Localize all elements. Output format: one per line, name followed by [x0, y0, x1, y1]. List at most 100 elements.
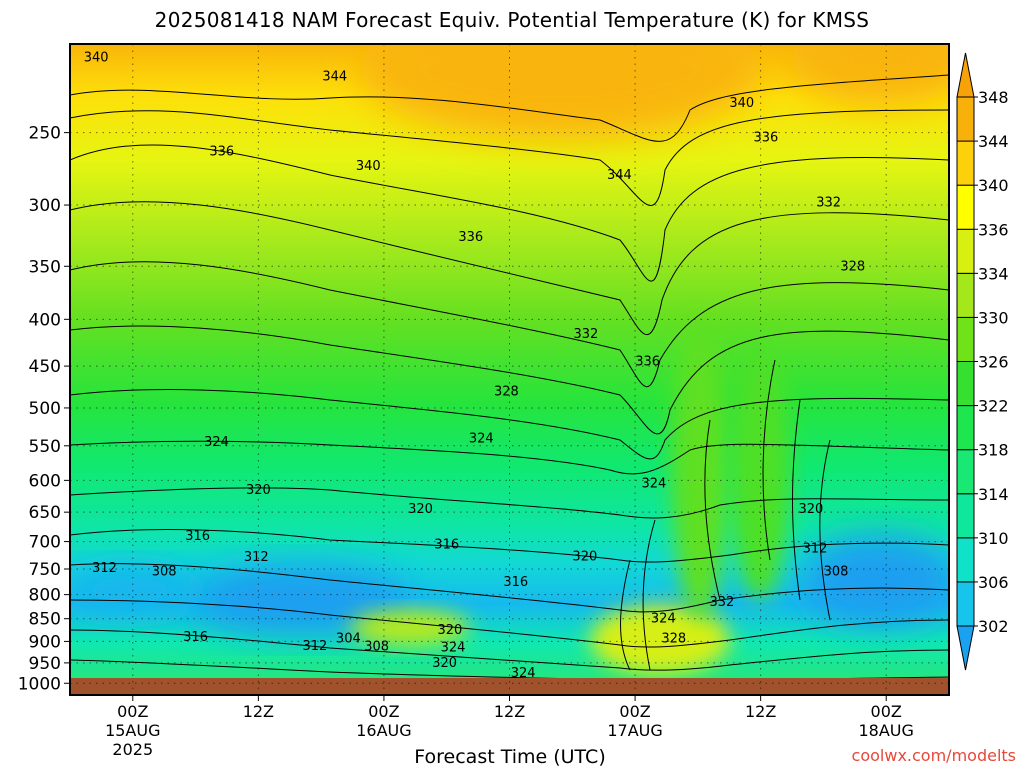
x-tick-date-label: 15AUG — [105, 721, 160, 740]
x-tick-label: 12Z — [745, 702, 776, 721]
contour-label: 320 — [408, 502, 433, 517]
x-tick-year-label: 2025 — [112, 740, 153, 759]
chart-title: 2025081418 NAM Forecast Equiv. Potential… — [154, 8, 870, 32]
contour-label: 316 — [434, 537, 459, 552]
y-tick-label: 450 — [29, 357, 61, 377]
y-tick-label: 750 — [29, 560, 61, 580]
colorbar-label: 326 — [978, 353, 1009, 372]
colorbar-segment — [956, 316, 975, 362]
contour-lines — [70, 74, 949, 681]
colorbar-segment — [956, 184, 975, 230]
colorbar-segment — [956, 449, 975, 495]
contour-label: 308 — [152, 565, 177, 580]
colorbar-segment — [956, 228, 975, 274]
colorbar-label: 334 — [978, 264, 1009, 283]
y-tick-label: 400 — [29, 310, 61, 330]
colorbar-label: 348 — [978, 88, 1009, 107]
contour-label: 304 — [336, 631, 361, 646]
y-axis: 2503003504004505005506006507007508008509… — [18, 124, 70, 694]
contour-label: 320 — [432, 656, 457, 671]
colorbar-segment — [956, 625, 975, 671]
contour-label: 320 — [246, 483, 271, 498]
x-tick-label: 12Z — [494, 702, 525, 721]
colorbar-label: 336 — [978, 220, 1009, 239]
x-tick-date-label: 16AUG — [356, 721, 411, 740]
colorbar-segment — [956, 272, 975, 318]
y-tick-label: 350 — [29, 257, 61, 277]
cool-pocket — [800, 535, 949, 625]
colorbar-segment — [956, 361, 975, 407]
colorbar-label: 314 — [978, 485, 1009, 504]
y-tick-label: 900 — [29, 632, 61, 652]
contour-label: 320 — [798, 502, 823, 517]
contour-label: 332 — [816, 195, 841, 210]
high-theta-region — [360, 44, 760, 140]
x-tick-date-label: 18AUG — [859, 721, 914, 740]
warm-column — [672, 320, 728, 620]
y-tick-label: 800 — [29, 586, 61, 606]
colorbar-label: 306 — [978, 573, 1009, 592]
colorbar-label: 322 — [978, 397, 1009, 416]
contour-label: 328 — [840, 259, 865, 274]
contour-label: 308 — [824, 565, 849, 580]
ground-surface — [70, 678, 949, 695]
contour-label: 324 — [511, 666, 536, 681]
x-tick-date-label: 17AUG — [607, 721, 662, 740]
y-tick-label: 250 — [29, 124, 61, 144]
contour-label: 332 — [710, 595, 735, 610]
colorbar-segment — [956, 140, 975, 186]
colorbar-segment — [956, 581, 975, 627]
x-axis-label: Forecast Time (UTC) — [414, 746, 606, 768]
warm-column — [730, 340, 790, 600]
warm-low-level — [350, 610, 470, 646]
colorbar-label: 302 — [978, 617, 1009, 636]
y-tick-label: 950 — [29, 654, 61, 674]
contour-label: 336 — [753, 130, 778, 145]
colorbar-segment — [956, 537, 975, 583]
gridlines — [70, 44, 949, 695]
contour-label: 308 — [364, 640, 389, 655]
colorbar-label: 340 — [978, 176, 1009, 195]
colorbar-label: 330 — [978, 308, 1009, 327]
colorbar: 302 306 310 314 318 322 326 330 334 336 340 344 348 — [956, 52, 1009, 671]
colorbar-segment — [956, 52, 975, 98]
cool-pocket — [70, 565, 200, 615]
contour-label: 316 — [503, 575, 528, 590]
x-tick-label: 00Z — [871, 702, 902, 721]
contour-label: 336 — [458, 230, 483, 245]
credit-text: coolwx.com/modelts — [851, 746, 1016, 765]
plot-area: 340 344 336 340 344 340 336 332 336 328 332 336 328 3… — [69, 43, 950, 696]
colorbar-segment — [956, 405, 975, 451]
contour-label: 316 — [183, 630, 208, 645]
colorbar-label: 344 — [978, 132, 1009, 151]
contour-label: 336 — [209, 144, 234, 159]
y-tick-label: 850 — [29, 610, 61, 630]
y-tick-label: 600 — [29, 471, 61, 491]
colorbar-segment — [956, 96, 975, 142]
contour-label: 312 — [92, 561, 117, 576]
contour-label: 312 — [803, 541, 828, 556]
contour-label: 332 — [573, 327, 598, 342]
high-theta-region — [790, 44, 949, 105]
contour-label: 324 — [469, 432, 494, 447]
contour-label: 340 — [356, 159, 381, 174]
contour-label: 316 — [185, 529, 210, 544]
y-tick-label: 550 — [29, 437, 61, 457]
contour-label: 336 — [635, 355, 660, 370]
contour-label: 328 — [494, 385, 519, 400]
y-tick-label: 500 — [29, 399, 61, 419]
x-tick-label: 12Z — [243, 702, 274, 721]
contour-label: 312 — [244, 550, 269, 565]
contour-label: 324 — [441, 641, 466, 656]
x-tick-label: 00Z — [368, 702, 399, 721]
contour-label: 324 — [641, 477, 666, 492]
x-tick-label: 00Z — [619, 702, 650, 721]
contour-label: 344 — [607, 168, 632, 183]
contour-label-layer: 340 344 336 340 344 340 336 332 336 328 332 336 328 3… — [84, 51, 865, 682]
field-shading — [70, 44, 949, 681]
colorbar-label: 310 — [978, 529, 1009, 548]
contour-label: 340 — [729, 96, 754, 111]
contour-label: 312 — [302, 639, 327, 654]
